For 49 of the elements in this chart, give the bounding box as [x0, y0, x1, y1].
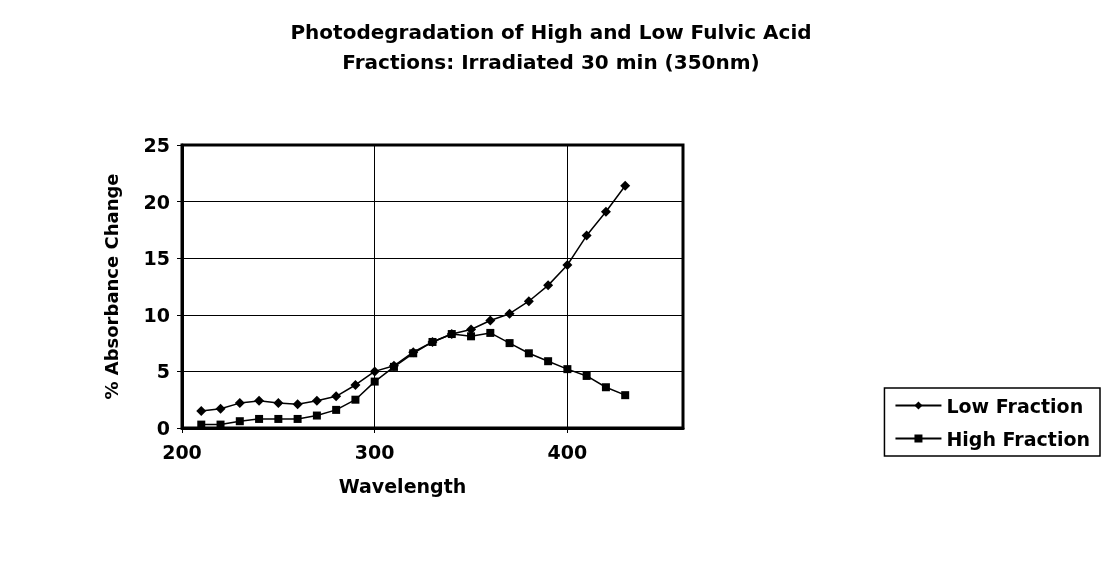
y-tick-label: 10	[143, 303, 170, 326]
x-tick-label: 400	[547, 440, 588, 463]
point	[544, 357, 553, 366]
point	[255, 414, 264, 423]
point	[234, 398, 245, 409]
y-tick-label: 5	[156, 360, 170, 383]
point	[563, 365, 572, 374]
point	[196, 406, 207, 417]
point	[581, 230, 592, 241]
point	[601, 383, 610, 392]
point	[370, 377, 379, 386]
point	[273, 398, 284, 409]
point	[350, 379, 361, 390]
point	[215, 403, 226, 414]
x-tick-label: 200	[162, 440, 202, 463]
point	[486, 328, 495, 337]
point	[274, 414, 283, 423]
legend-label: Low Fraction	[946, 394, 1084, 417]
point	[311, 395, 322, 406]
y-axis-title: % Absorbance Change	[100, 173, 122, 400]
point	[505, 339, 514, 348]
point	[332, 405, 341, 414]
y-tick-label: 25	[143, 134, 170, 156]
point	[524, 349, 533, 358]
y-tick-label: 20	[143, 190, 170, 213]
point	[582, 371, 591, 380]
point	[467, 332, 476, 341]
point	[235, 417, 244, 426]
point	[369, 366, 380, 377]
point	[600, 206, 611, 217]
point	[351, 395, 360, 404]
x-axis-title: Wavelength	[338, 474, 467, 497]
point	[254, 395, 265, 406]
point	[312, 411, 321, 420]
point	[543, 280, 554, 291]
point	[292, 399, 303, 410]
point	[562, 259, 573, 270]
legend-label: High Fraction	[946, 427, 1091, 450]
point	[621, 391, 630, 400]
chart-title: Photodegradation of High and Low Fulvic Acid Fractions: Irradiated 30 min (350nm)	[290, 20, 812, 74]
point	[523, 296, 534, 307]
y-tick-label: 0	[156, 417, 170, 439]
point	[620, 180, 631, 191]
point	[331, 391, 342, 402]
point	[485, 315, 496, 326]
point	[293, 414, 302, 423]
y-tick-label: 15	[143, 247, 170, 270]
x-tick-label: 300	[354, 440, 395, 463]
point	[504, 308, 515, 319]
